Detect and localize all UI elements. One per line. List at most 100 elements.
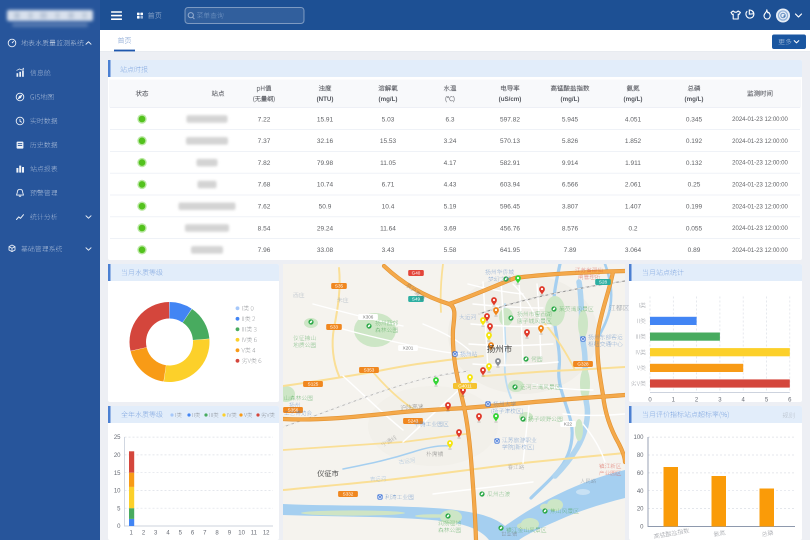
svg-text:2024-01-23 12:00:00: 2024-01-23 12:00:00 bbox=[732, 183, 788, 189]
svg-text:9: 9 bbox=[228, 531, 232, 537]
svg-text:9.914: 9.914 bbox=[562, 160, 579, 167]
svg-text:3.43: 3.43 bbox=[382, 247, 395, 254]
svg-text:2: 2 bbox=[142, 531, 146, 537]
svg-text:3.69: 3.69 bbox=[444, 225, 457, 232]
svg-text:0.055: 0.055 bbox=[686, 225, 703, 232]
svg-text:G328: G328 bbox=[577, 362, 589, 367]
svg-text:603.94: 603.94 bbox=[500, 182, 520, 189]
svg-text:6.3: 6.3 bbox=[445, 116, 454, 123]
svg-text:1: 1 bbox=[130, 531, 134, 537]
svg-text:2.061: 2.061 bbox=[625, 182, 642, 189]
svg-text:10.74: 10.74 bbox=[317, 182, 334, 189]
svg-text:S33: S33 bbox=[330, 325, 339, 330]
svg-text:8: 8 bbox=[215, 531, 219, 537]
svg-text:0.89: 0.89 bbox=[688, 247, 701, 254]
svg-text:25: 25 bbox=[114, 435, 121, 441]
svg-text:3.807: 3.807 bbox=[562, 204, 579, 211]
svg-text:6.71: 6.71 bbox=[382, 182, 395, 189]
svg-text:60: 60 bbox=[637, 471, 644, 477]
svg-text:5.58: 5.58 bbox=[444, 247, 457, 254]
svg-text:7.22: 7.22 bbox=[258, 116, 271, 123]
svg-text:S332: S332 bbox=[343, 492, 354, 497]
svg-text:3: 3 bbox=[154, 531, 158, 537]
svg-text:641.95: 641.95 bbox=[500, 247, 520, 254]
svg-text:S356: S356 bbox=[288, 408, 299, 413]
svg-text:S35: S35 bbox=[335, 284, 344, 289]
svg-text:0: 0 bbox=[640, 525, 644, 531]
svg-text:0.25: 0.25 bbox=[688, 182, 701, 189]
svg-text:3.24: 3.24 bbox=[444, 138, 457, 145]
svg-text:7: 7 bbox=[203, 531, 207, 537]
svg-text:0: 0 bbox=[648, 398, 652, 404]
svg-text:33.08: 33.08 bbox=[317, 247, 334, 254]
svg-text:20: 20 bbox=[637, 507, 644, 513]
svg-text:10.4: 10.4 bbox=[382, 204, 395, 211]
svg-text:20: 20 bbox=[114, 453, 121, 459]
svg-text:S353: S353 bbox=[364, 368, 375, 373]
svg-text:5.19: 5.19 bbox=[444, 204, 457, 211]
svg-text:15.91: 15.91 bbox=[317, 116, 334, 123]
svg-text:6.566: 6.566 bbox=[562, 182, 579, 189]
svg-text:2024-01-23 12:00:00: 2024-01-23 12:00:00 bbox=[732, 204, 788, 210]
svg-text:X201: X201 bbox=[403, 346, 414, 351]
svg-text:1.407: 1.407 bbox=[625, 204, 642, 211]
svg-text:S125: S125 bbox=[308, 382, 319, 387]
svg-text:0.132: 0.132 bbox=[686, 160, 703, 167]
svg-text:582.91: 582.91 bbox=[500, 160, 520, 167]
svg-text:8.576: 8.576 bbox=[562, 225, 579, 232]
svg-text:5: 5 bbox=[117, 506, 121, 512]
svg-text:1: 1 bbox=[672, 398, 676, 404]
svg-text:4: 4 bbox=[742, 398, 746, 404]
svg-text:X306: X306 bbox=[363, 315, 374, 320]
svg-text:2024-01-23 12:00:00: 2024-01-23 12:00:00 bbox=[732, 226, 788, 232]
svg-text:4.17: 4.17 bbox=[444, 160, 457, 167]
svg-text:32.16: 32.16 bbox=[317, 138, 334, 145]
svg-text:5.826: 5.826 bbox=[562, 138, 579, 145]
svg-text:7.82: 7.82 bbox=[258, 160, 271, 167]
svg-text:(mg/L): (mg/L) bbox=[561, 96, 580, 103]
svg-text:11.64: 11.64 bbox=[380, 225, 396, 232]
svg-text:5: 5 bbox=[179, 531, 183, 537]
svg-text:6: 6 bbox=[788, 398, 792, 404]
svg-text:11.05: 11.05 bbox=[380, 160, 396, 167]
svg-text:0.192: 0.192 bbox=[686, 138, 703, 145]
svg-text:79.98: 79.98 bbox=[317, 160, 334, 167]
svg-text:4: 4 bbox=[166, 531, 170, 537]
svg-text:7.37: 7.37 bbox=[258, 138, 271, 145]
svg-text:12: 12 bbox=[263, 531, 270, 537]
svg-text:S28: S28 bbox=[599, 280, 608, 285]
svg-text:4.43: 4.43 bbox=[444, 182, 457, 189]
svg-text:(NTU): (NTU) bbox=[317, 96, 334, 103]
svg-text:7.96: 7.96 bbox=[258, 247, 271, 254]
svg-text:29.24: 29.24 bbox=[317, 225, 334, 232]
svg-text:2024-01-23 12:00:00: 2024-01-23 12:00:00 bbox=[732, 139, 788, 145]
svg-text:3.064: 3.064 bbox=[625, 247, 642, 254]
svg-text:3: 3 bbox=[718, 398, 722, 404]
svg-text:11: 11 bbox=[251, 531, 258, 537]
svg-text:8.54: 8.54 bbox=[258, 225, 271, 232]
svg-text:G4011: G4011 bbox=[458, 384, 472, 389]
svg-text:(mg/L): (mg/L) bbox=[624, 96, 643, 103]
svg-text:1.852: 1.852 bbox=[625, 138, 642, 145]
svg-text:7.89: 7.89 bbox=[564, 247, 577, 254]
svg-text:5.945: 5.945 bbox=[562, 116, 579, 123]
svg-text:2024-01-23 12:00:00: 2024-01-23 12:00:00 bbox=[732, 248, 788, 254]
svg-text:4.051: 4.051 bbox=[625, 116, 642, 123]
svg-text:0.345: 0.345 bbox=[686, 116, 703, 123]
svg-text:100: 100 bbox=[633, 435, 644, 441]
svg-text:2024-01-23 12:00:00: 2024-01-23 12:00:00 bbox=[732, 161, 788, 167]
svg-text:50.9: 50.9 bbox=[319, 204, 332, 211]
svg-text:15: 15 bbox=[114, 471, 121, 477]
svg-text:570.13: 570.13 bbox=[500, 138, 520, 145]
svg-text:2: 2 bbox=[695, 398, 699, 404]
svg-text:596.45: 596.45 bbox=[500, 204, 520, 211]
svg-text:(mg/L): (mg/L) bbox=[685, 96, 704, 103]
svg-text:80: 80 bbox=[637, 453, 644, 459]
svg-text:S49: S49 bbox=[412, 297, 421, 302]
svg-text:5: 5 bbox=[765, 398, 769, 404]
svg-text:2024-01-23 12:00:00: 2024-01-23 12:00:00 bbox=[732, 117, 788, 123]
svg-text:40: 40 bbox=[637, 489, 644, 495]
svg-text:456.76: 456.76 bbox=[500, 225, 520, 232]
svg-text:0.199: 0.199 bbox=[686, 204, 703, 211]
svg-text:5.03: 5.03 bbox=[382, 116, 395, 123]
